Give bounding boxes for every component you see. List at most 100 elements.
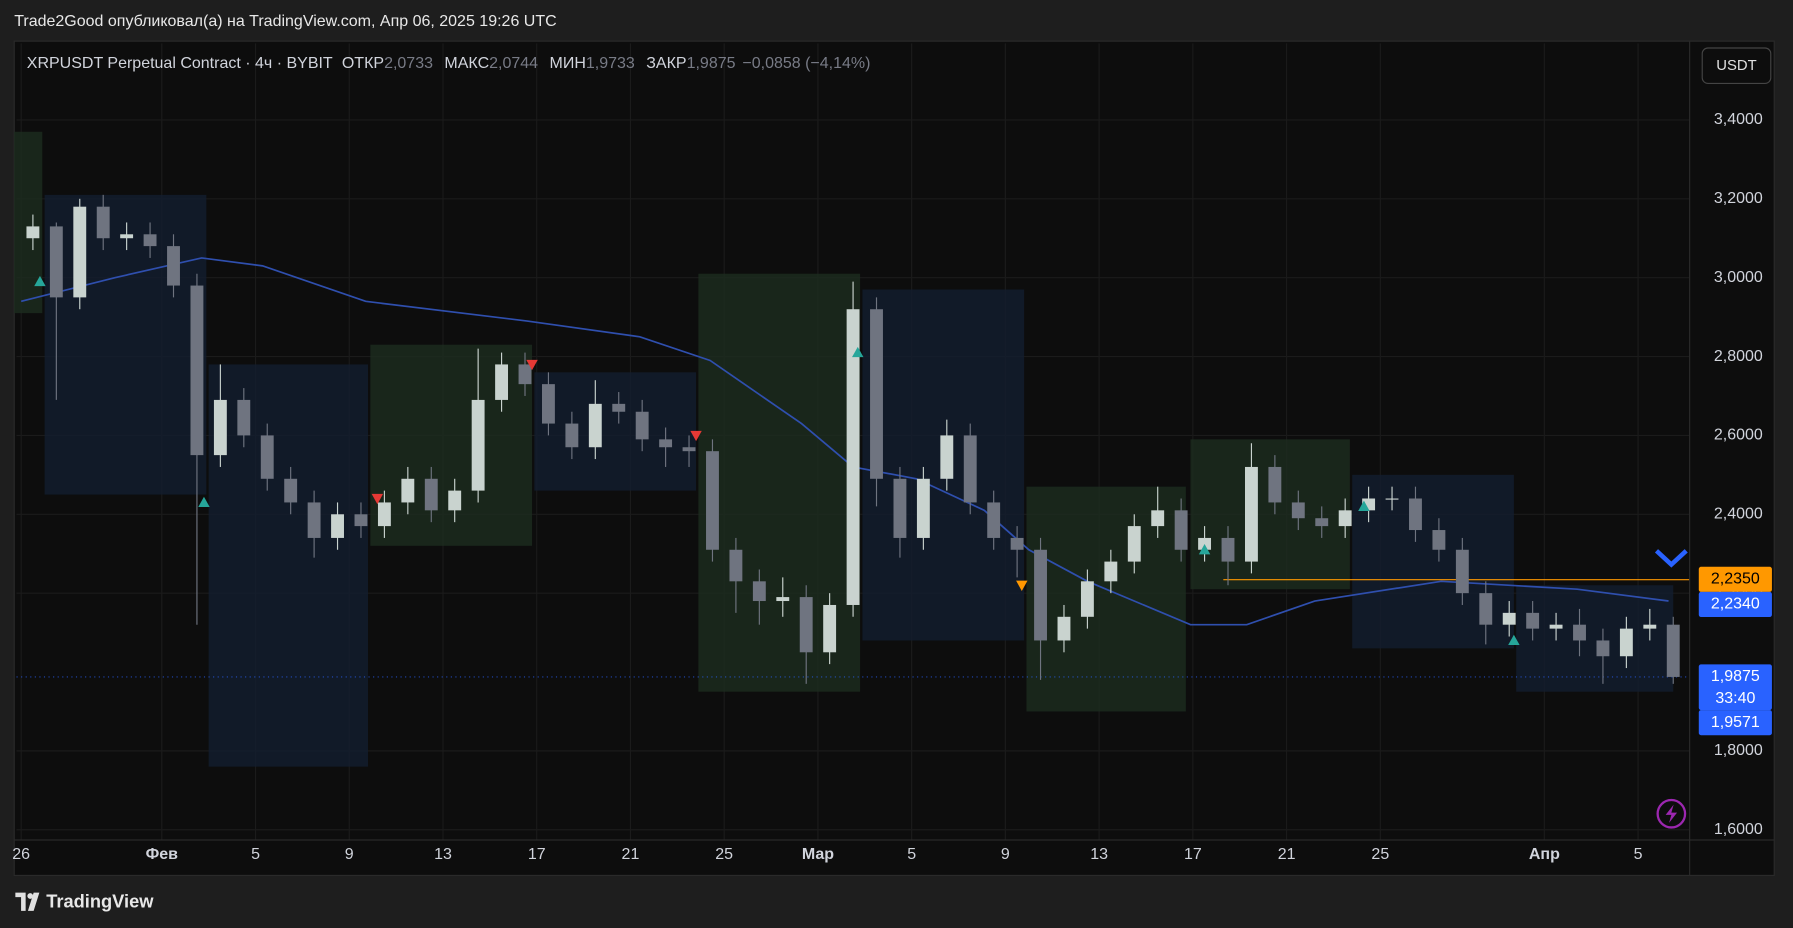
signal-arrow	[1016, 580, 1028, 591]
y-tick-label: 2,4000	[1714, 505, 1763, 522]
candle-body	[377, 502, 391, 527]
candle-body	[588, 403, 602, 448]
y-tick-label: 3,4000	[1714, 111, 1763, 128]
legend-label: МАКС	[444, 55, 489, 72]
x-tick-label: 17	[1184, 846, 1202, 863]
candle-body	[682, 447, 696, 452]
candle-body	[213, 399, 227, 456]
candle-body	[1573, 624, 1586, 641]
moving-average	[20, 257, 1669, 626]
x-tick-label: 5	[251, 846, 260, 863]
candle-body	[916, 478, 930, 538]
candle-body	[1526, 612, 1540, 629]
candle-body	[1151, 510, 1165, 527]
candle-body	[752, 581, 766, 602]
candle-body	[167, 246, 180, 286]
price-label: 2,2350	[1711, 571, 1760, 588]
candle-body	[565, 423, 579, 448]
candle-body	[1666, 624, 1680, 677]
candle-body	[471, 399, 485, 491]
candle-body	[940, 435, 954, 479]
x-tick-label: 5	[1634, 846, 1643, 863]
candle-body	[284, 478, 298, 503]
legend-value: 1,9733	[586, 55, 635, 72]
legend-title: XRPUSDT Perpetual Contract · 4ч · BYBIT	[27, 55, 333, 72]
x-tick-label: 9	[1001, 846, 1010, 863]
candle-body	[846, 309, 860, 605]
x-tick-label: 25	[1371, 846, 1389, 863]
zone-box	[1190, 439, 1350, 590]
price-label-box	[1698, 710, 1772, 736]
candle-body	[799, 597, 813, 653]
candle-body	[659, 439, 673, 448]
price-label-box	[1698, 566, 1772, 592]
zone-box	[1516, 585, 1674, 692]
countdown-label: 33:40	[1715, 690, 1755, 707]
price-label: 2,2340	[1711, 596, 1760, 613]
candle-body	[49, 226, 63, 298]
candle-body	[237, 399, 251, 436]
x-tick-label: Фев	[146, 846, 179, 863]
candle-body	[1455, 549, 1469, 594]
chevron-icon[interactable]	[1654, 549, 1688, 568]
candle-body	[1057, 616, 1071, 641]
candle-body	[1034, 549, 1047, 641]
candle-body	[1244, 466, 1258, 562]
candle-body	[612, 403, 626, 412]
x-tick-label: 9	[345, 846, 354, 863]
candle-body	[1432, 530, 1446, 550]
y-tick-label: 2,8000	[1714, 348, 1763, 365]
candle-body	[1502, 612, 1516, 625]
candle-body	[1010, 537, 1024, 550]
signal-arrow	[1198, 544, 1211, 555]
signal-arrow	[852, 346, 864, 358]
y-tick-label: 1,8000	[1714, 742, 1763, 759]
legend-change: −0,0858 (−4,14%)	[742, 55, 870, 72]
signal-arrow	[690, 430, 702, 442]
candle-body	[1643, 624, 1657, 629]
zone-box	[534, 372, 697, 491]
legend-label: ЗАКР	[646, 55, 686, 72]
candle-body	[1315, 518, 1329, 527]
candle-body	[354, 514, 368, 527]
candle-body	[1596, 640, 1610, 657]
legend-label: ОТКР	[342, 55, 384, 72]
x-tick-label: 13	[1090, 846, 1108, 863]
price-label: 1,9571	[1711, 714, 1760, 731]
signal-arrow	[371, 493, 384, 505]
candle-body	[73, 206, 87, 298]
logo-dot	[27, 893, 34, 899]
candle-body	[870, 309, 883, 479]
y-tick-label: 3,0000	[1714, 269, 1763, 286]
currency-button[interactable]	[1701, 47, 1772, 84]
candle-body	[495, 364, 509, 400]
candle-body	[1268, 466, 1282, 503]
lightning-button[interactable]	[1656, 798, 1687, 829]
signal-arrow	[34, 275, 46, 287]
header-text: Trade2Good опубликовал(а) на TradingView…	[14, 13, 556, 30]
candle-body	[823, 604, 837, 653]
x-tick-label: 21	[1278, 846, 1296, 863]
candle-body	[1385, 498, 1399, 500]
candle-body	[307, 502, 321, 538]
signal-arrow	[198, 496, 210, 508]
candle-body	[963, 435, 977, 503]
candle-body	[1619, 628, 1633, 657]
footer-brand: TradingView	[46, 891, 154, 912]
x-tick-label: 17	[528, 846, 546, 863]
y-tick-label: 1,6000	[1714, 821, 1763, 838]
x-tick-label: 13	[434, 846, 452, 863]
signal-arrow	[1508, 634, 1520, 646]
candle-body	[143, 234, 157, 247]
candle-body	[401, 478, 415, 503]
logo	[15, 892, 40, 911]
lightning-icon	[1665, 804, 1678, 823]
candle-body	[1080, 581, 1094, 617]
candle-body	[424, 478, 438, 511]
price-label-box	[1698, 664, 1772, 711]
x-tick-label: 26	[12, 846, 30, 863]
candle-body	[1127, 526, 1141, 562]
candle-body	[448, 490, 462, 511]
candle-body	[987, 502, 1001, 538]
